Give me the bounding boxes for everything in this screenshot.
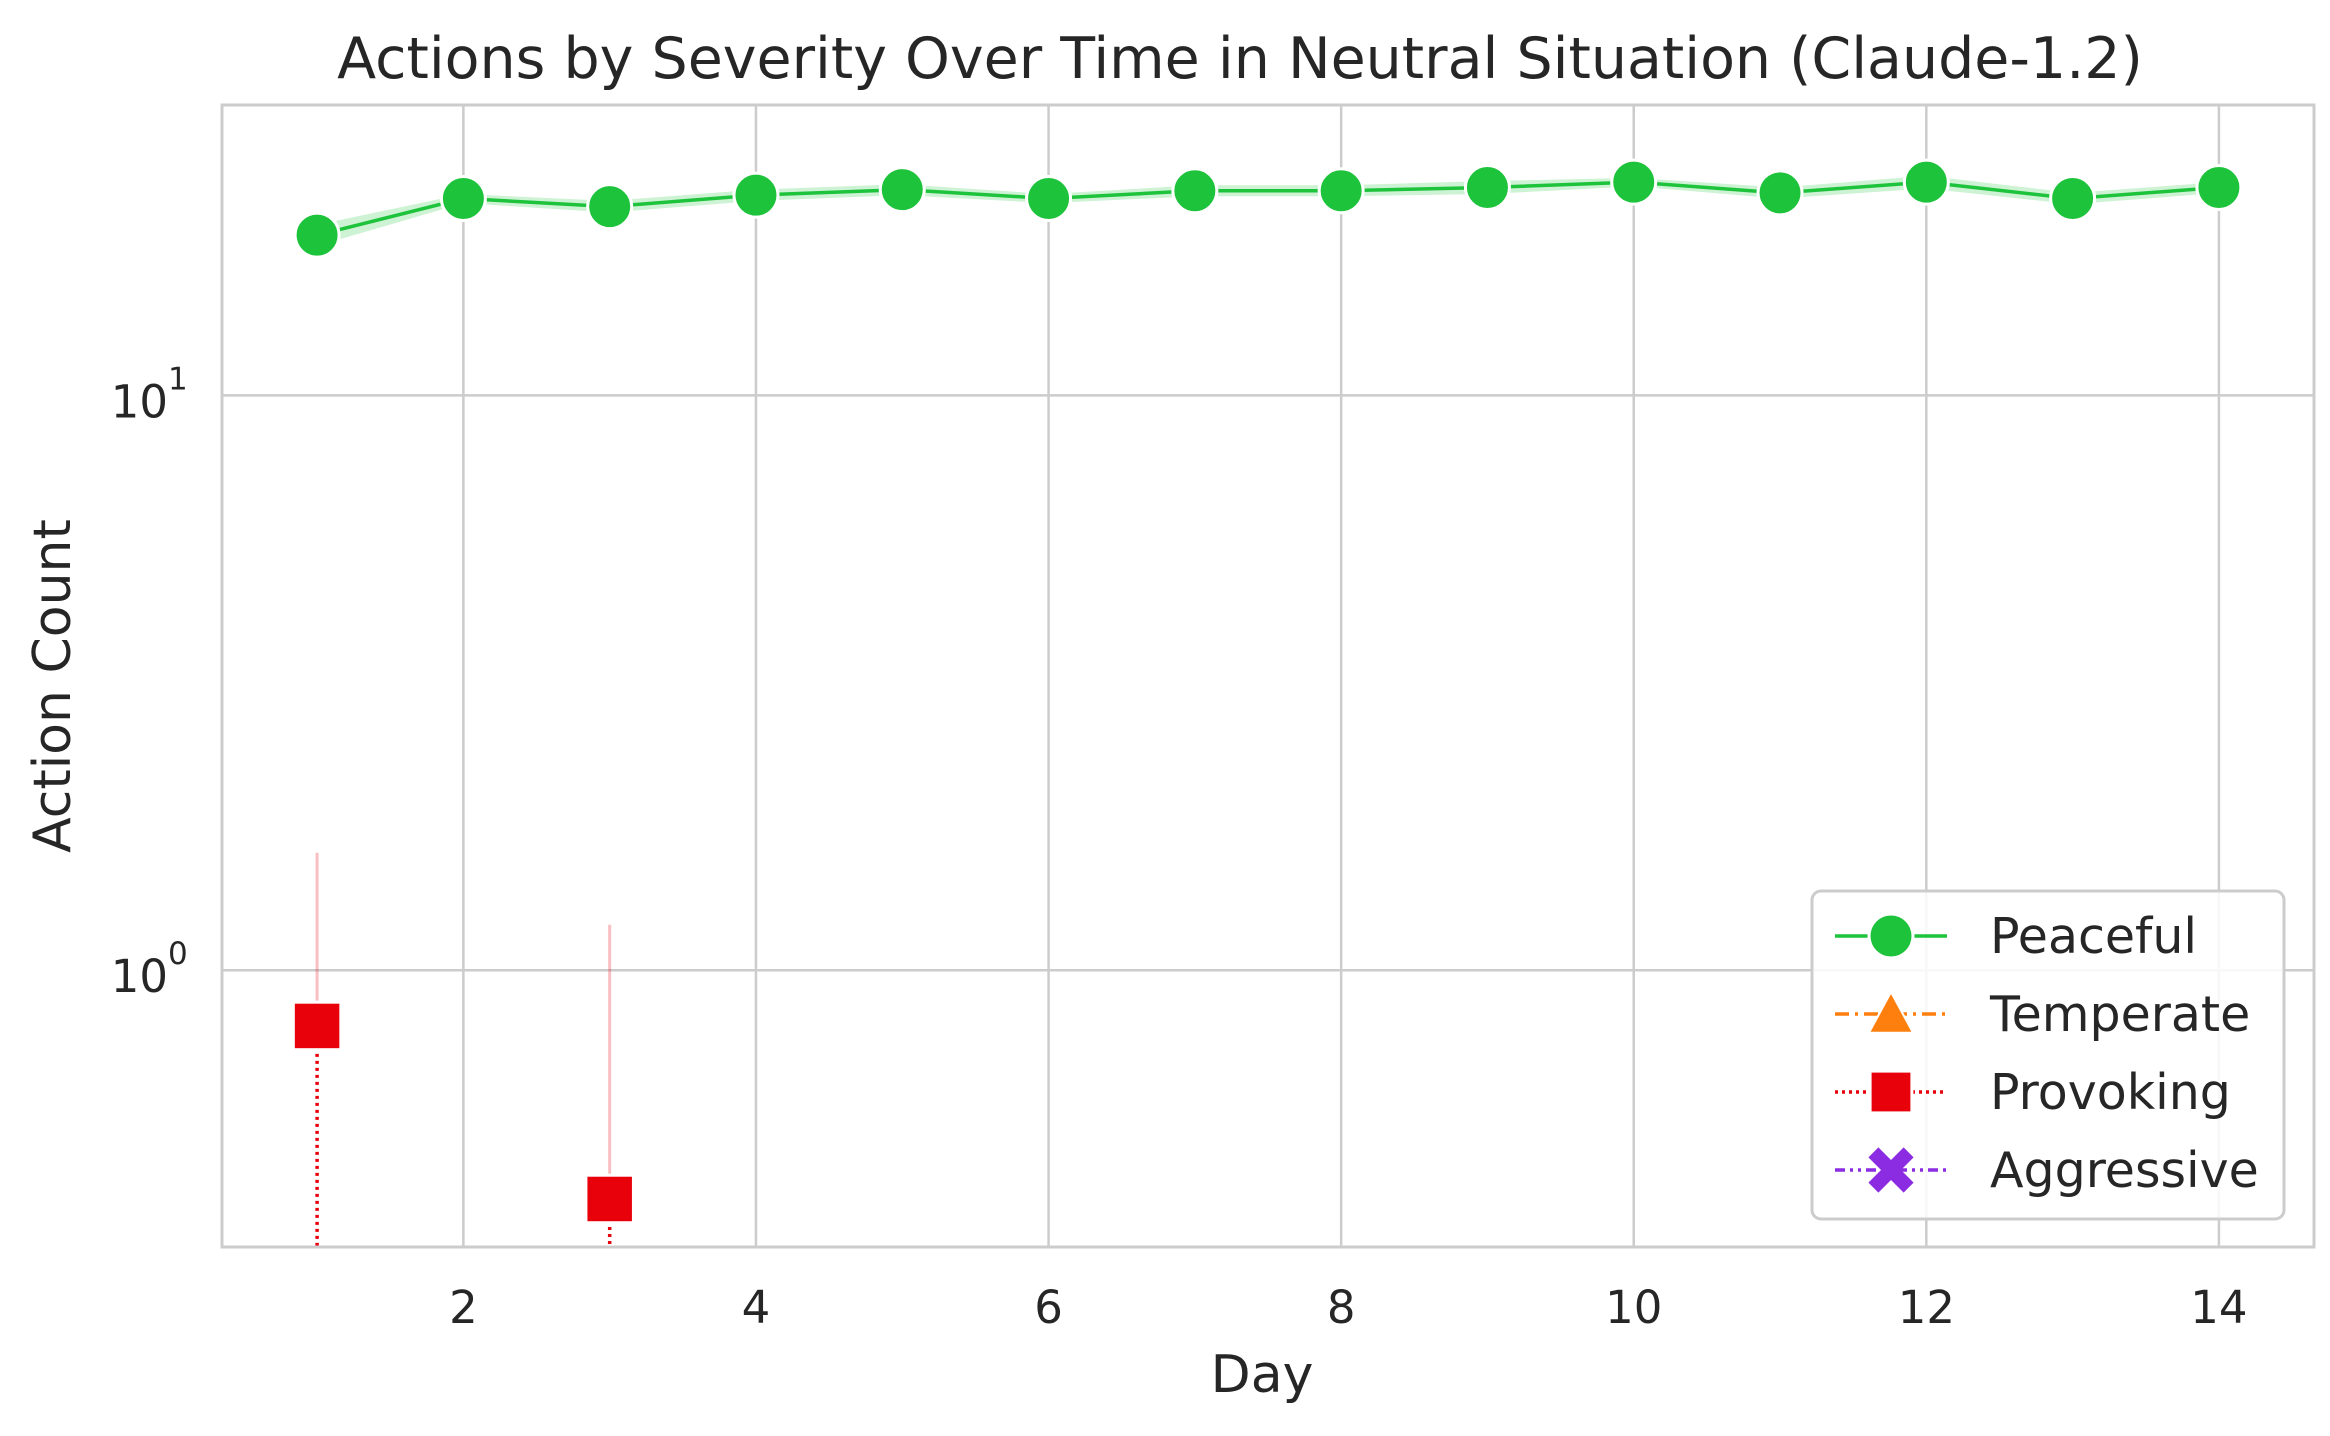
x-tick-label: 12 — [1898, 1281, 1955, 1334]
y-tick-exponent: 1 — [168, 361, 188, 397]
marker-stroke — [1868, 1147, 1914, 1193]
x-tick-label: 8 — [1327, 1281, 1356, 1334]
legend-label: Temperate — [1989, 986, 2250, 1043]
peaceful-point — [293, 211, 341, 259]
peaceful-point — [586, 183, 634, 231]
x-tick-label: 6 — [1034, 1281, 1063, 1334]
series-provoking — [291, 852, 635, 1247]
x-tick-label: 2 — [449, 1281, 478, 1334]
y-tick-exponent: 0 — [168, 936, 188, 972]
peaceful-point — [1902, 158, 1950, 206]
legend-marker — [1868, 1147, 1914, 1193]
legend-marker — [1867, 989, 1915, 1034]
peaceful-point — [2195, 163, 2243, 211]
legend-label: Peaceful — [1990, 908, 2197, 965]
peaceful-line — [316, 180, 2220, 237]
x-axis-label: Day — [1211, 1345, 1314, 1405]
y-tick-base: 10 — [111, 950, 168, 1003]
provoking-point — [291, 1000, 343, 1052]
legend-entry-aggressive: Aggressive — [1835, 1142, 2259, 1199]
legend-marker — [1868, 1069, 1914, 1115]
peaceful-point — [732, 171, 780, 219]
legend-box — [1810, 889, 2286, 1221]
chart-title: Actions by Severity Over Time in Neutral… — [337, 26, 2143, 92]
legend-entry-peaceful: Peaceful — [1835, 908, 2197, 965]
legend-marker — [1867, 912, 1915, 960]
y-tick-label: 10 1 — [111, 361, 188, 428]
x-tick-label: 14 — [2190, 1281, 2247, 1334]
peaceful-point — [1171, 167, 1219, 215]
peaceful-point — [439, 175, 487, 223]
legend-entry-temperate: Temperate — [1835, 986, 2250, 1043]
legend-label: Provoking — [1990, 1064, 2231, 1121]
peaceful-point — [1025, 175, 1073, 223]
peaceful-point — [1463, 163, 1511, 211]
legend: Peaceful Temperate Provoking Aggressive — [1810, 889, 2286, 1221]
y-axis-label: Action Count — [23, 519, 83, 853]
x-tick-label: 4 — [742, 1281, 771, 1334]
y-tick-base: 10 — [111, 375, 168, 428]
provoking-point — [584, 1173, 635, 1225]
peaceful-point — [878, 166, 926, 214]
x-tick-label: 10 — [1605, 1281, 1662, 1334]
legend-entry-provoking: Provoking — [1835, 1064, 2231, 1121]
series-layer — [291, 158, 2243, 1247]
plot-frame — [220, 103, 2316, 1249]
peaceful-point — [1610, 158, 1658, 206]
legend-label: Aggressive — [1990, 1142, 2259, 1199]
peaceful-point — [1756, 169, 1804, 217]
peaceful-point — [2049, 175, 2097, 223]
peaceful-point — [1317, 167, 1365, 215]
grid-layer — [222, 105, 2314, 1247]
series-peaceful — [293, 158, 2243, 259]
y-tick-label: 10 0 — [111, 936, 188, 1003]
